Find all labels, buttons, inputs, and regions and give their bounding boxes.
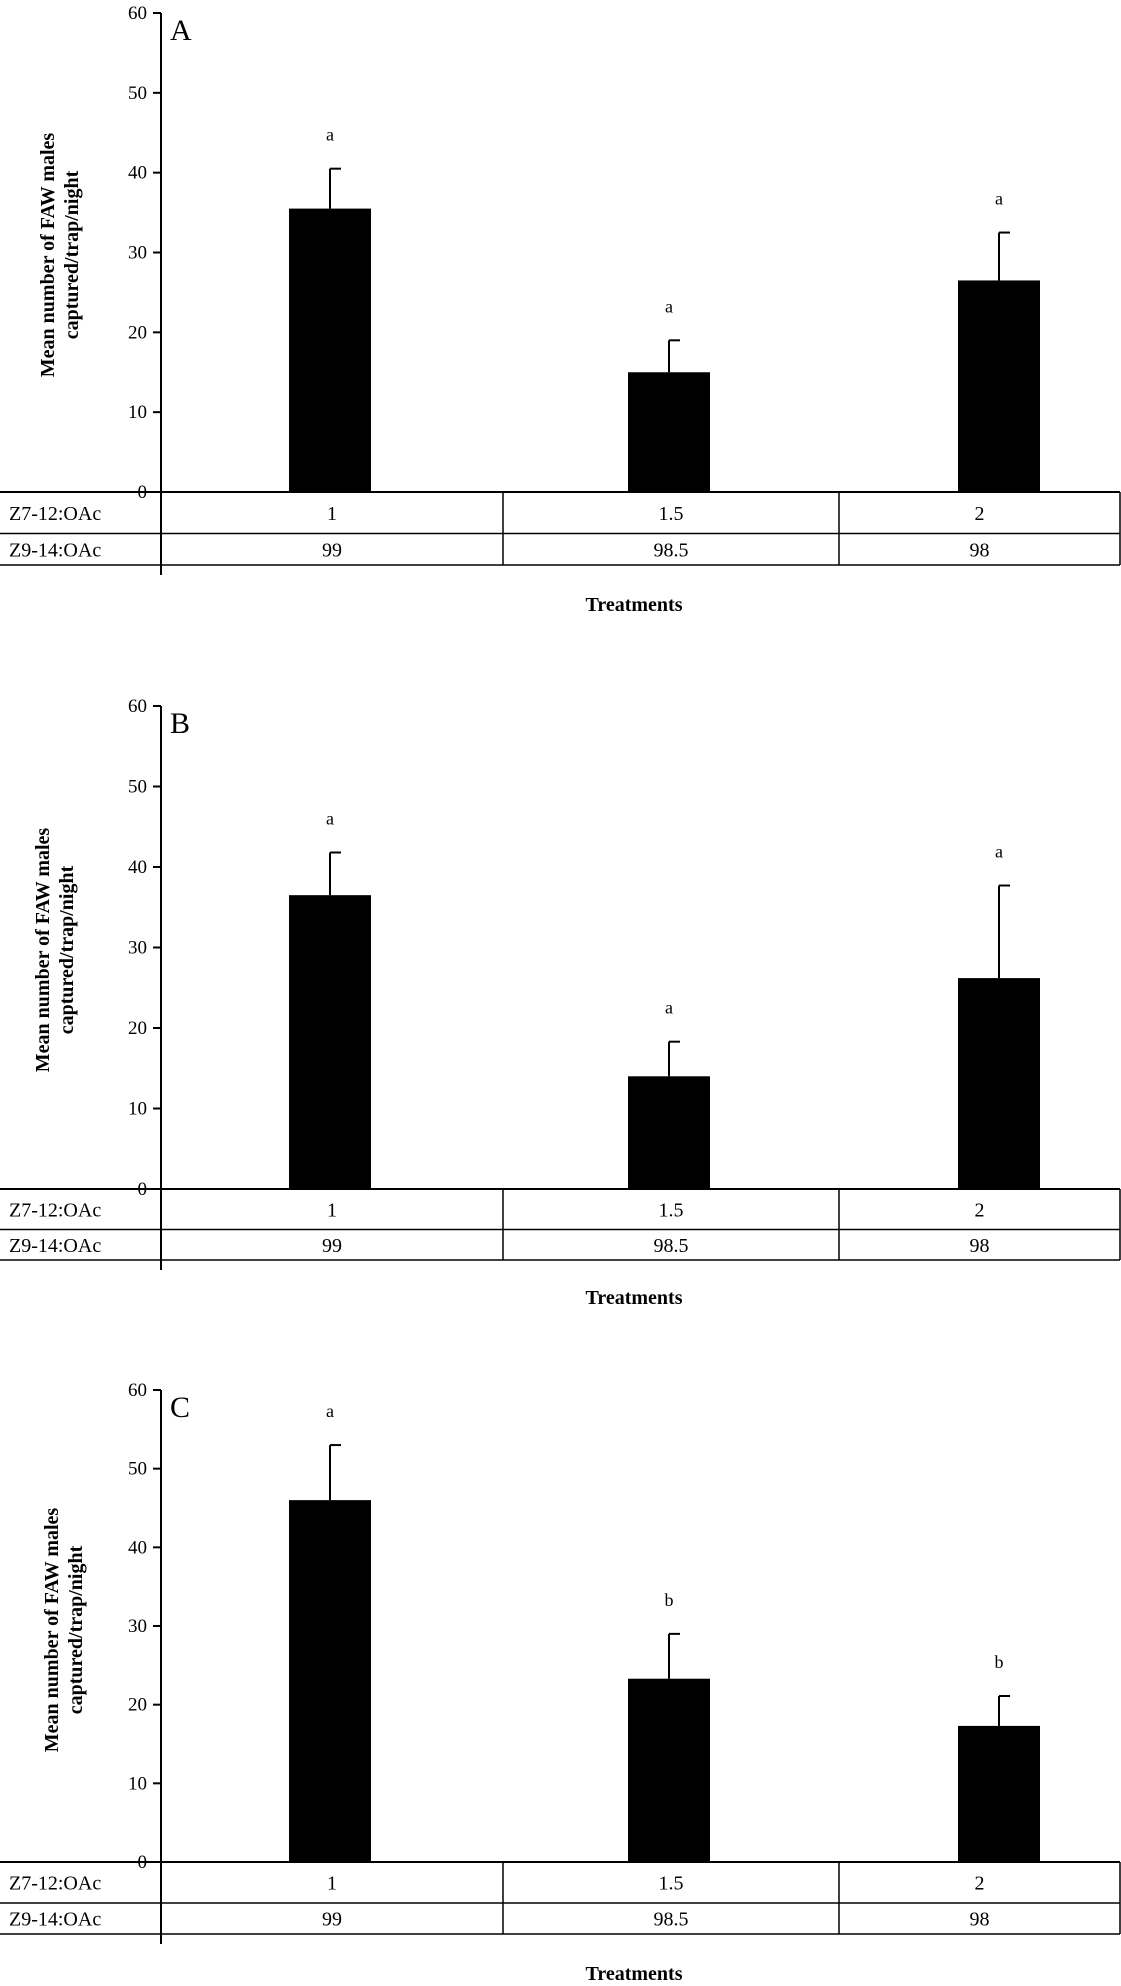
y-tick-label: 50	[128, 1459, 147, 1480]
y-axis-title: Mean number of FAW males captured/trap/ni…	[32, 828, 78, 1073]
y-tick-label: 40	[128, 163, 147, 184]
y-axis-title-line: Mean number of FAW males	[41, 1508, 63, 1753]
bar-1	[289, 1500, 371, 1862]
significance-letter-2: b	[665, 1590, 674, 1610]
panel-label: A	[170, 14, 192, 47]
panel-c: 0102030405060CabbZ7-12:OAc11.52Z9-14:OAc…	[0, 1380, 1121, 1985]
table-cell: 1.5	[659, 503, 684, 525]
bar-2	[628, 1678, 710, 1862]
y-axis-title-line: captured/trap/night	[56, 865, 78, 1034]
significance-letter-2: a	[665, 296, 673, 316]
table-cell: 98	[970, 1235, 990, 1257]
y-tick-label: 30	[128, 243, 147, 264]
y-tick-label: 60	[128, 1380, 147, 1401]
y-axis-title: Mean number of FAW males captured/trap/ni…	[41, 1508, 87, 1753]
y-tick-label: 40	[128, 1537, 147, 1558]
y-tick-label: 10	[128, 402, 147, 423]
bar-3	[958, 978, 1040, 1189]
panel-label: B	[170, 707, 190, 740]
y-tick-label: 10	[128, 1773, 147, 1794]
table-cell: 1.5	[659, 1199, 684, 1221]
bar-2	[628, 1076, 710, 1189]
y-tick-label: 30	[128, 1616, 147, 1637]
significance-letter-2: a	[665, 998, 673, 1018]
table-row-label: Z9-14:OAc	[9, 1909, 101, 1931]
y-tick-label: 50	[128, 83, 147, 104]
panel-label: C	[170, 1391, 190, 1424]
table-cell: 1.5	[659, 1873, 684, 1895]
bar-3	[958, 280, 1040, 492]
bar-3	[958, 1725, 1040, 1862]
y-axis-title-line: Mean number of FAW males	[37, 133, 59, 378]
table-cell: 98	[970, 1909, 990, 1931]
table-cell: 99	[322, 1235, 342, 1257]
y-axis-title-line: captured/trap/night	[61, 170, 83, 339]
y-tick-label: 60	[128, 696, 147, 717]
significance-letter-3: b	[995, 1652, 1004, 1672]
table-cell: 2	[975, 1199, 985, 1221]
y-tick-label: 30	[128, 938, 147, 959]
table-cell: 1	[327, 1873, 337, 1895]
panel-a: 0102030405060AaaaZ7-12:OAc11.52Z9-14:OAc…	[0, 3, 1121, 616]
y-tick-label: 10	[128, 1099, 147, 1120]
y-axis-title-line: captured/trap/night	[65, 1545, 87, 1714]
table-cell: 2	[975, 503, 985, 525]
table-cell: 98.5	[654, 1235, 689, 1257]
table-row-label: Z9-14:OAc	[9, 1235, 101, 1257]
table-row-label: Z7-12:OAc	[9, 1199, 101, 1221]
significance-letter-3: a	[995, 189, 1003, 209]
panel-b: 0102030405060BaaaZ7-12:OAc11.52Z9-14:OAc…	[0, 696, 1121, 1309]
significance-letter-3: a	[995, 842, 1003, 862]
table-row-label: Z9-14:OAc	[9, 539, 101, 561]
y-tick-label: 60	[128, 3, 147, 24]
x-axis-title: Treatments	[585, 594, 682, 616]
bar-1	[289, 208, 371, 492]
y-axis-title-line: Mean number of FAW males	[32, 828, 54, 1073]
x-axis-title: Treatments	[585, 1963, 682, 1985]
significance-letter-1: a	[326, 125, 334, 145]
table-row-label: Z7-12:OAc	[9, 1873, 101, 1895]
y-tick-label: 50	[128, 777, 147, 798]
significance-letter-1: a	[326, 1401, 334, 1421]
table-cell: 1	[327, 503, 337, 525]
x-axis-title: Treatments	[585, 1287, 682, 1309]
bar-1	[289, 895, 371, 1189]
y-tick-label: 20	[128, 1018, 147, 1039]
table-cell: 1	[327, 1199, 337, 1221]
y-tick-label: 20	[128, 322, 147, 343]
table-cell: 98.5	[654, 1909, 689, 1931]
y-tick-label: 40	[128, 857, 147, 878]
table-row-label: Z7-12:OAc	[9, 503, 101, 525]
table-cell: 2	[975, 1873, 985, 1895]
significance-letter-1: a	[326, 809, 334, 829]
table-cell: 98	[970, 539, 990, 561]
table-cell: 99	[322, 1909, 342, 1931]
y-tick-label: 20	[128, 1695, 147, 1716]
table-cell: 98.5	[654, 539, 689, 561]
bar-2	[628, 372, 710, 492]
table-cell: 99	[322, 539, 342, 561]
y-axis-title: Mean number of FAW males captured/trap/ni…	[37, 133, 83, 378]
